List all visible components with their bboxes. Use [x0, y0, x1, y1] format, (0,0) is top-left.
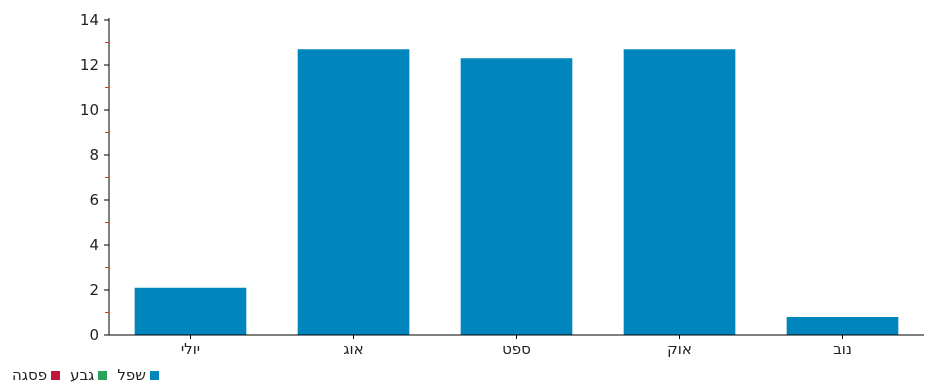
x-tick-label: אוק — [667, 340, 692, 358]
x-tick-label: נוב — [833, 340, 852, 358]
y-tick-label: 12 — [80, 56, 99, 74]
legend-item-mid[interactable]: גבע — [70, 366, 108, 384]
y-tick-label: 4 — [89, 236, 99, 254]
bar-5[interactable] — [786, 317, 899, 335]
legend-swatch-high — [51, 370, 61, 380]
legend-item-low[interactable]: שפל — [117, 366, 159, 384]
legend-label-low: שפל — [117, 366, 146, 384]
y-tick-label: 8 — [89, 146, 99, 164]
bar-1[interactable] — [134, 287, 247, 335]
y-tick-label: 6 — [89, 191, 99, 209]
bar-3[interactable] — [460, 58, 573, 335]
y-tick-label: 2 — [89, 281, 99, 299]
x-axis: יולי אוג ספט אוק נוב — [109, 334, 924, 358]
bars — [134, 49, 899, 335]
legend-label-high: פסגה — [12, 366, 48, 384]
x-tick-label: אוג — [343, 340, 363, 358]
x-tick-label: יולי — [181, 340, 200, 358]
y-axis: 0 2 4 6 8 10 12 14 — [80, 11, 110, 344]
legend-item-high[interactable]: פסגה — [12, 366, 61, 384]
x-tick-label: ספט — [502, 340, 531, 358]
legend-label-mid: גבע — [70, 366, 95, 384]
bar-4[interactable] — [623, 49, 736, 335]
legend-swatch-mid — [98, 370, 108, 380]
y-tick-label: 0 — [89, 326, 99, 344]
y-tick-label: 14 — [80, 11, 99, 29]
legend-swatch-low — [149, 370, 159, 380]
legend: שפל גבע פסגה — [12, 366, 159, 384]
bar-2[interactable] — [297, 49, 410, 335]
y-tick-label: 10 — [80, 101, 99, 119]
